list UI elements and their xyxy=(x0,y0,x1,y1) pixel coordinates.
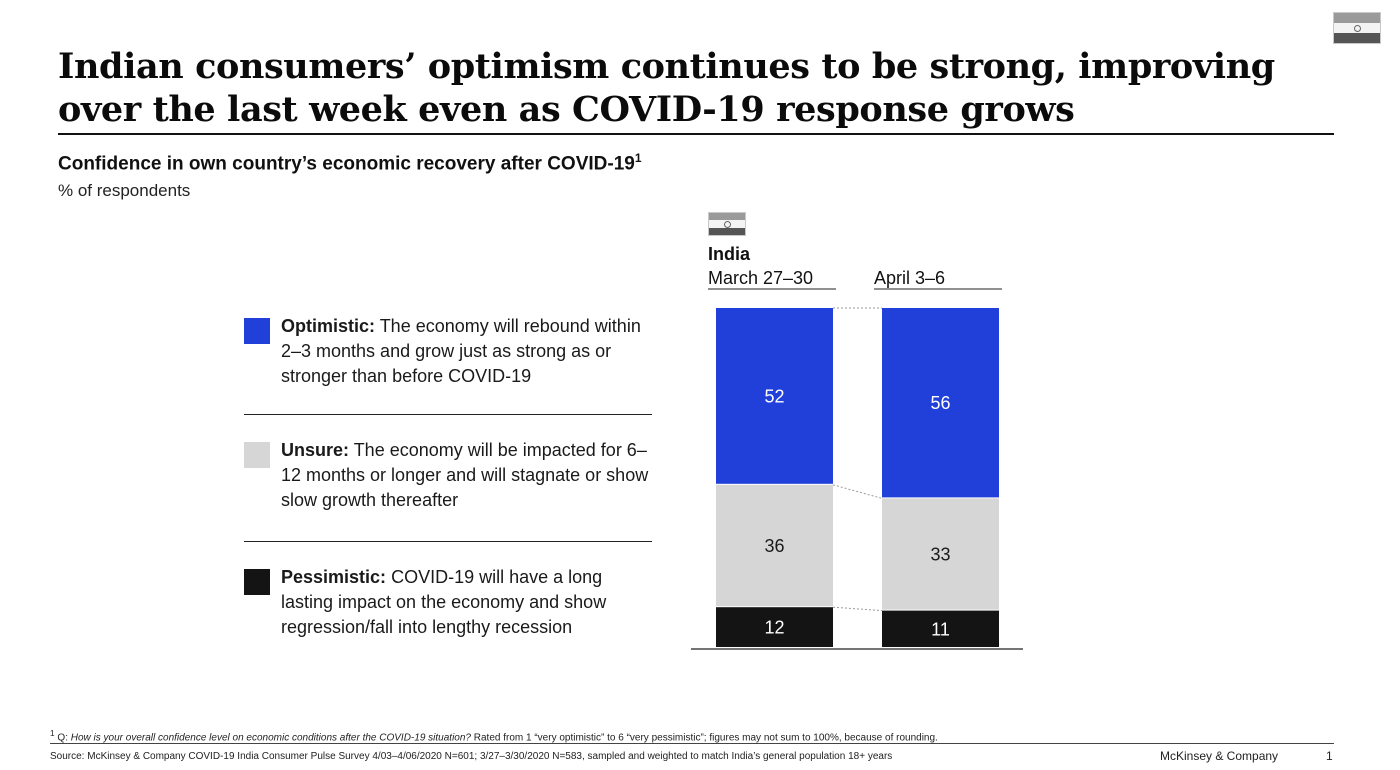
bar-segment-pessimistic xyxy=(716,607,833,647)
data-label-optimistic: 52 xyxy=(764,386,784,406)
legend-swatch-unsure xyxy=(244,442,270,468)
legend-label-unsure: Unsure: xyxy=(281,440,350,460)
connector-line xyxy=(832,606,883,612)
footnote-question: How is your overall confidence level on … xyxy=(70,732,471,744)
footnote-prefix: Q: xyxy=(54,732,71,744)
footnote: 1 Q: How is your overall confidence leve… xyxy=(50,728,938,743)
footnote-rest: Rated from 1 “very optimistic” to 6 “ver… xyxy=(470,732,938,744)
india-flag-icon xyxy=(708,212,746,236)
chart-subtitle: Confidence in own country’s economic rec… xyxy=(58,151,642,175)
title-divider xyxy=(58,133,1334,135)
legend-description-pessimistic: COVID-19 will have a long lasting impact… xyxy=(281,567,607,637)
legend-text-unsure: Unsure: The economy will be impacted for… xyxy=(281,438,656,513)
brand-name: McKinsey & Company xyxy=(1160,749,1279,763)
legend-divider xyxy=(244,414,652,415)
source-note: Source: McKinsey & Company COVID-19 Indi… xyxy=(50,751,893,762)
data-label-unsure: 33 xyxy=(930,545,950,565)
page-title: Indian consumers’ optimism continues to … xyxy=(58,46,1275,130)
subtitle-footnote-marker: 1 xyxy=(634,151,642,165)
data-label-optimistic: 56 xyxy=(930,393,950,413)
category-label: April 3–6 xyxy=(874,268,945,288)
bar-segment-unsure xyxy=(716,484,833,607)
chart-subtitle-text: Confidence in own country’s economic rec… xyxy=(58,153,635,175)
bar-segment-pessimistic xyxy=(882,610,999,647)
bar-segment-unsure xyxy=(882,498,999,610)
bar-segment-optimistic xyxy=(882,308,999,498)
legend-swatch-optimistic xyxy=(244,318,270,344)
footer-divider xyxy=(50,743,1334,744)
india-flag-icon xyxy=(1333,12,1381,44)
legend-swatch-pessimistic xyxy=(244,569,270,595)
unit-label: % of respondents xyxy=(58,181,191,200)
bar-segment-optimistic xyxy=(716,308,833,484)
data-label-pessimistic: 12 xyxy=(764,618,784,638)
legend-description-optimistic: The economy will rebound within 2–3 mont… xyxy=(281,316,641,386)
legend-divider xyxy=(244,541,652,542)
category-label: March 27–30 xyxy=(708,268,813,288)
legend-unsure: Unsure: The economy will be impacted for… xyxy=(244,438,656,513)
legend-label-optimistic: Optimistic: xyxy=(281,316,376,336)
legend-pessimistic: Pessimistic: COVID-19 will have a long l… xyxy=(244,565,656,640)
legend-text-pessimistic: Pessimistic: COVID-19 will have a long l… xyxy=(281,565,656,640)
connector-line xyxy=(832,484,883,499)
country-label: India xyxy=(708,244,751,264)
legend-optimistic: Optimistic: The economy will rebound wit… xyxy=(244,314,656,389)
legend-text-optimistic: Optimistic: The economy will rebound wit… xyxy=(281,314,656,389)
data-label-unsure: 36 xyxy=(764,536,784,556)
data-label-pessimistic: 11 xyxy=(931,619,950,639)
legend-description-unsure: The economy will be impacted for 6– 12 m… xyxy=(281,440,649,510)
legend-label-pessimistic: Pessimistic: xyxy=(281,567,387,587)
footnote-marker: 1 xyxy=(50,728,55,738)
page-number: 1 xyxy=(1326,749,1333,763)
